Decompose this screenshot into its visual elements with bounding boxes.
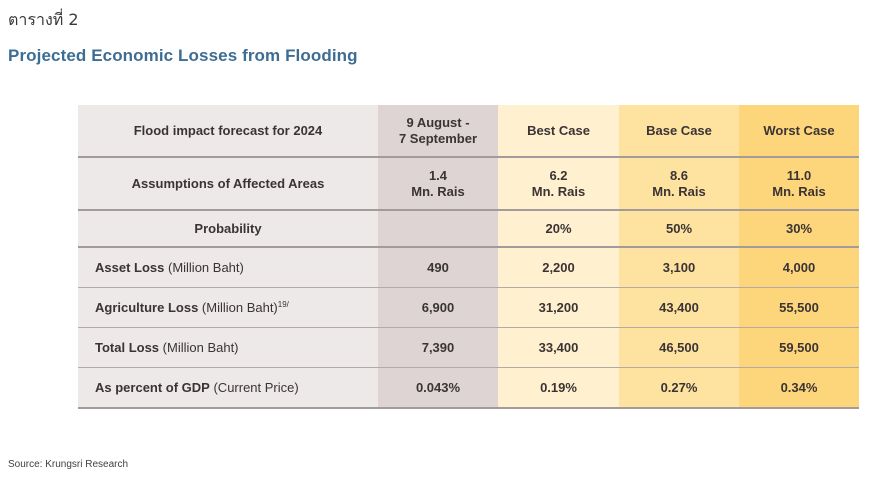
- source-note: Source: Krungsri Research: [8, 459, 129, 470]
- table-cell: 46,500: [619, 327, 739, 368]
- table-row: Agriculture Loss (Million Baht)19/ 6,900…: [78, 287, 859, 328]
- footnote-marker: 19/: [277, 299, 289, 309]
- header-base-case: Base Case: [619, 105, 739, 158]
- probability-label: Probability: [78, 210, 378, 248]
- table-cell: 0.34%: [739, 367, 859, 409]
- row-label: Asset Loss (Million Baht): [78, 247, 378, 288]
- probability-cell: 30%: [739, 210, 859, 248]
- table-cell: 55,500: [739, 287, 859, 328]
- row-label-bold: Total Loss: [95, 339, 160, 355]
- header-label: Flood impact forecast for 2024: [78, 105, 378, 158]
- table-title: Projected Economic Losses from Flooding: [8, 46, 358, 65]
- areas-value: 6.2: [549, 167, 568, 183]
- areas-row: Assumptions of Affected Areas 1.4 Mn. Rai…: [78, 157, 859, 211]
- table-row: As percent of GDP (Current Price) 0.043%…: [78, 367, 859, 409]
- table-row: Asset Loss (Million Baht) 490 2,200 3,10…: [78, 247, 859, 288]
- areas-unit: Mn. Rais: [411, 183, 465, 199]
- areas-cell: 11.0 Mn. Rais: [739, 157, 859, 211]
- row-label-unit: (Current Price): [209, 379, 299, 395]
- table-cell: 0.27%: [619, 367, 739, 409]
- header-actual-period: 9 August - 7 September: [378, 105, 498, 158]
- areas-unit: Mn. Rais: [772, 183, 826, 199]
- table-cell: 2,200: [498, 247, 619, 288]
- table-cell: 6,900: [378, 287, 498, 328]
- header-actual-line1: 9 August -: [406, 114, 470, 130]
- row-label: Total Loss (Million Baht): [78, 327, 378, 368]
- areas-cell: 1.4 Mn. Rais: [378, 157, 498, 211]
- probability-cell: 50%: [619, 210, 739, 248]
- table-cell: 59,500: [739, 327, 859, 368]
- row-label-unit: (Million Baht): [159, 339, 239, 355]
- table-cell: 31,200: [498, 287, 619, 328]
- table-cell: 33,400: [498, 327, 619, 368]
- areas-value: 8.6: [669, 167, 689, 183]
- areas-cell: 6.2 Mn. Rais: [498, 157, 619, 211]
- table-row: Total Loss (Million Baht) 7,390 33,400 4…: [78, 327, 859, 368]
- header-best-case: Best Case: [498, 105, 619, 158]
- areas-cell: 8.6 Mn. Rais: [619, 157, 739, 211]
- table-cell: 0.19%: [498, 367, 619, 409]
- areas-value: 1.4: [428, 167, 448, 183]
- row-label-unit: (Million Baht): [198, 299, 278, 315]
- table-cell: 43,400: [619, 287, 739, 328]
- table-cell: 4,000: [739, 247, 859, 288]
- probability-cell: 20%: [498, 210, 619, 248]
- probability-cell: [378, 210, 498, 248]
- areas-label: Assumptions of Affected Areas: [78, 157, 378, 211]
- header-actual-line2: 7 September: [398, 130, 478, 146]
- table-cell: 490: [378, 247, 498, 288]
- row-label: Agriculture Loss (Million Baht)19/: [78, 287, 378, 328]
- areas-unit: Mn. Rais: [531, 183, 586, 199]
- table-caption: ตารางที่ 2: [8, 10, 79, 29]
- table-cell: 7,390: [378, 327, 498, 368]
- flood-loss-table: Flood impact forecast for 2024 9 August …: [78, 105, 859, 409]
- header-row: Flood impact forecast for 2024 9 August …: [78, 105, 859, 158]
- row-label-unit: (Million Baht): [164, 259, 244, 275]
- table-cell: 3,100: [619, 247, 739, 288]
- row-label: As percent of GDP (Current Price): [78, 367, 378, 409]
- row-label-bold: Asset Loss: [95, 259, 165, 275]
- areas-unit: Mn. Rais: [652, 183, 706, 199]
- row-label-bold: As percent of GDP: [95, 379, 210, 395]
- probability-row: Probability 20% 50% 30%: [78, 210, 859, 248]
- areas-value: 11.0: [786, 167, 812, 183]
- header-worst-case: Worst Case: [739, 105, 859, 158]
- row-label-bold: Agriculture Loss: [95, 299, 199, 315]
- table-cell: 0.043%: [378, 367, 498, 409]
